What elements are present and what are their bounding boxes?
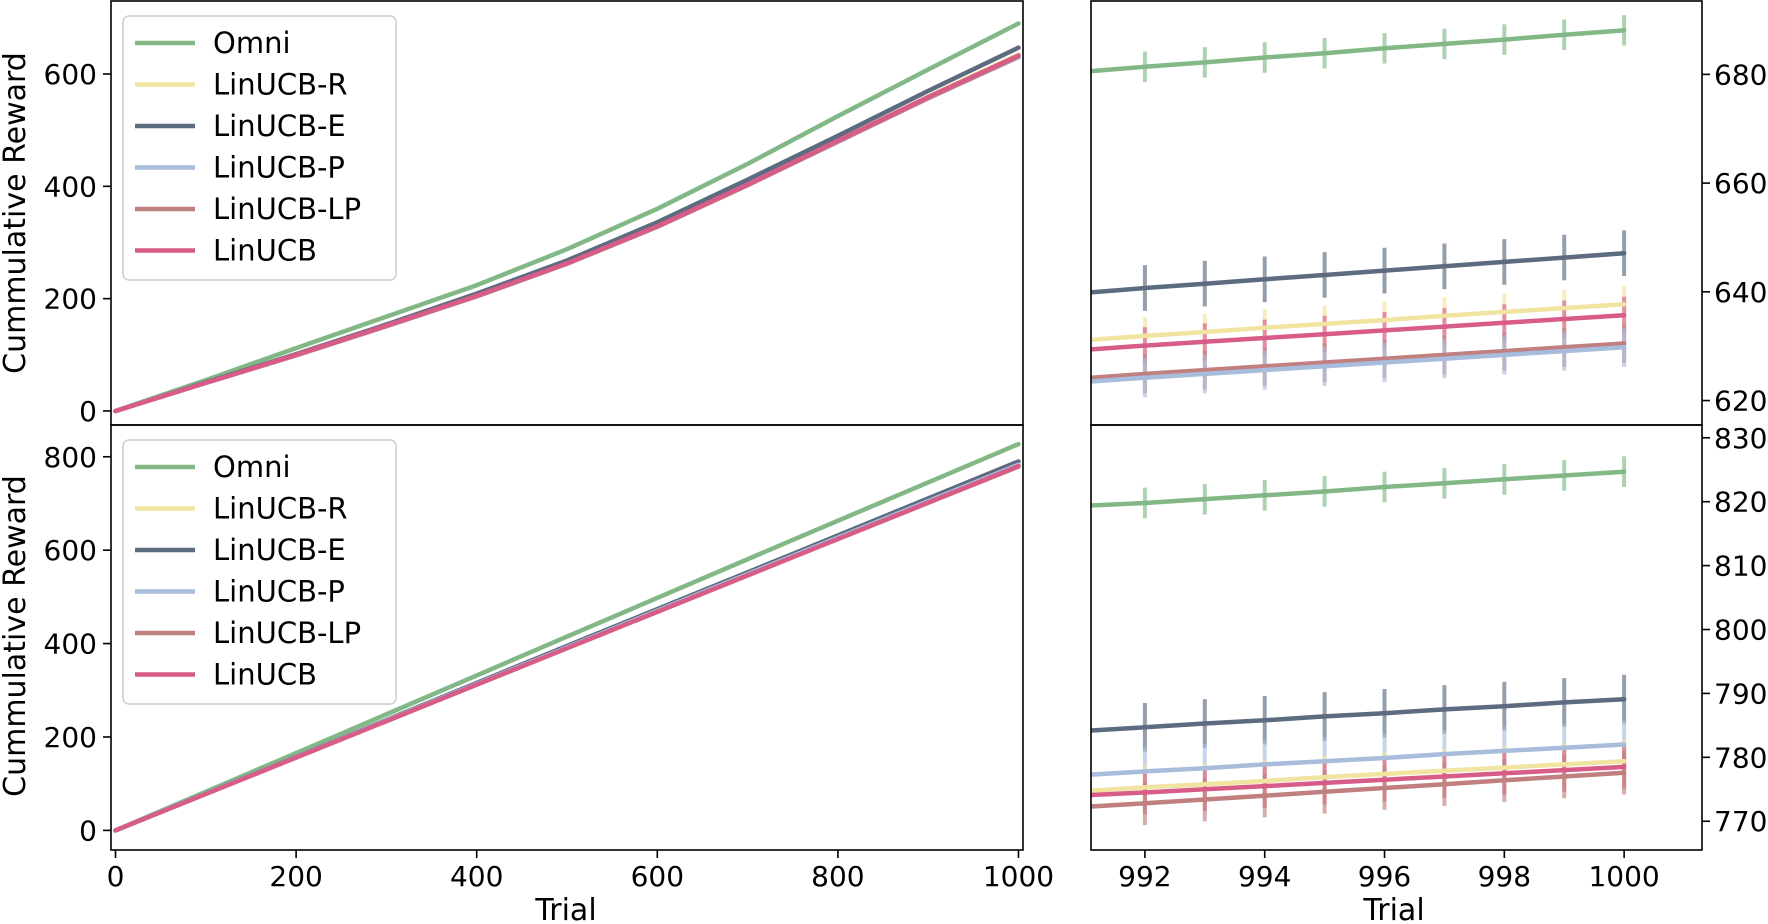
series-line-linucb-lp <box>1091 341 1627 380</box>
legend-label: LinUCB-LP <box>213 192 361 226</box>
y-tick-label: 600 <box>44 58 97 91</box>
bottom-right-plot-area <box>1091 456 1627 826</box>
x-tick-label: 200 <box>269 860 322 893</box>
series-line-linucb-p <box>1091 345 1627 384</box>
series-line-linucb <box>1091 312 1627 352</box>
bottom-left-xlabel: Trial <box>534 893 596 924</box>
legend-label: LinUCB-P <box>213 575 345 609</box>
bottom-left-legend: Omni LinUCB-R LinUCB-E LinUCB-P LinUCB-LP Lin… <box>122 439 397 705</box>
x-tick-label: 996 <box>1358 860 1411 893</box>
top-right-panel: 620 640 660 680 <box>1090 0 1767 426</box>
legend-box <box>122 439 397 705</box>
legend-label: LinUCB <box>213 234 317 268</box>
bottom-left-panel: 0 200 400 600 800 0 200 400 600 800 1000 Omni LinUCB… <box>44 424 1054 893</box>
x-tick-label: 994 <box>1238 860 1291 893</box>
x-tick-label: 400 <box>450 860 503 893</box>
top-left-legend: Omni LinUCB-R LinUCB-E LinUCB-P LinUCB-LP Lin… <box>122 15 397 281</box>
x-tick-label: 998 <box>1478 860 1531 893</box>
legend-label: LinUCB-E <box>213 109 346 143</box>
bottom-ylabel: Cummulative Reward <box>0 475 33 797</box>
top-left-plot-area <box>113 21 1021 414</box>
y-tick-label: 600 <box>44 534 97 567</box>
series-line-omni <box>1091 469 1627 508</box>
series-line-linucb-e <box>1091 250 1627 295</box>
bottom-right-frame <box>1090 424 1703 851</box>
legend-label: LinUCB-R <box>213 492 348 526</box>
x-tick-label: 1000 <box>983 860 1054 893</box>
x-tick-label: 0 <box>107 860 125 893</box>
y-tick-label: 790 <box>1714 677 1767 710</box>
bottom-right-xlabel: Trial <box>1362 893 1424 924</box>
series-line-linucb <box>113 53 1021 414</box>
y-tick-label: 800 <box>1714 614 1767 647</box>
legend-label: Omni <box>213 450 291 484</box>
legend-label: LinUCB-P <box>213 151 345 185</box>
y-tick-label: 820 <box>1714 486 1767 519</box>
y-tick-label: 660 <box>1714 167 1767 200</box>
legend-label: LinUCB-LP <box>213 616 361 650</box>
series-line-omni <box>113 441 1021 833</box>
y-tick-label: 810 <box>1714 550 1767 583</box>
series-line-linucb-p <box>1091 742 1627 777</box>
series-line-linucb-r <box>1091 302 1627 342</box>
top-right-plot-area <box>1091 15 1627 398</box>
y-tick-label: 200 <box>44 283 97 316</box>
legend-box <box>122 15 397 281</box>
y-tick-label: 680 <box>1714 58 1767 91</box>
y-tick-label: 620 <box>1714 385 1767 418</box>
series-line-linucb <box>1091 764 1627 798</box>
y-tick-label: 830 <box>1714 422 1767 455</box>
legend-label: LinUCB <box>213 658 317 692</box>
series-line-omni <box>1091 28 1627 74</box>
x-tick-label: 800 <box>811 860 864 893</box>
y-tick-label: 400 <box>44 628 97 661</box>
series-line-linucb-lp <box>1091 770 1627 809</box>
bottom-left-frame <box>110 424 1024 851</box>
legend-label: Omni <box>213 26 291 60</box>
x-tick-label: 600 <box>631 860 684 893</box>
y-tick-label: 0 <box>79 814 97 847</box>
y-tick-label: 400 <box>44 170 97 203</box>
series-line-linucb <box>113 463 1021 833</box>
bottom-right-panel: 770 780 790 800 810 820 830 992 994 996 998 1000 <box>1090 422 1767 893</box>
y-tick-label: 200 <box>44 721 97 754</box>
legend-label: LinUCB-R <box>213 68 348 102</box>
y-tick-label: 640 <box>1714 276 1767 309</box>
x-tick-label: 992 <box>1118 860 1171 893</box>
y-tick-label: 0 <box>79 395 97 428</box>
top-ylabel: Cummulative Reward <box>0 52 33 374</box>
series-line-linucb-r <box>1091 758 1627 793</box>
x-tick-label: 1000 <box>1588 860 1659 893</box>
y-tick-label: 800 <box>44 441 97 474</box>
y-tick-label: 770 <box>1714 805 1767 838</box>
series-line-omni <box>113 21 1021 414</box>
series-line-linucb-e <box>1091 696 1627 733</box>
bottom-left-plot-area <box>113 441 1021 833</box>
top-left-panel: 0 200 400 600 Omni LinUCB-R LinUCB-E LinUCB-P Li… <box>44 0 1024 428</box>
legend-label: LinUCB-E <box>213 533 346 567</box>
y-tick-label: 780 <box>1714 741 1767 774</box>
